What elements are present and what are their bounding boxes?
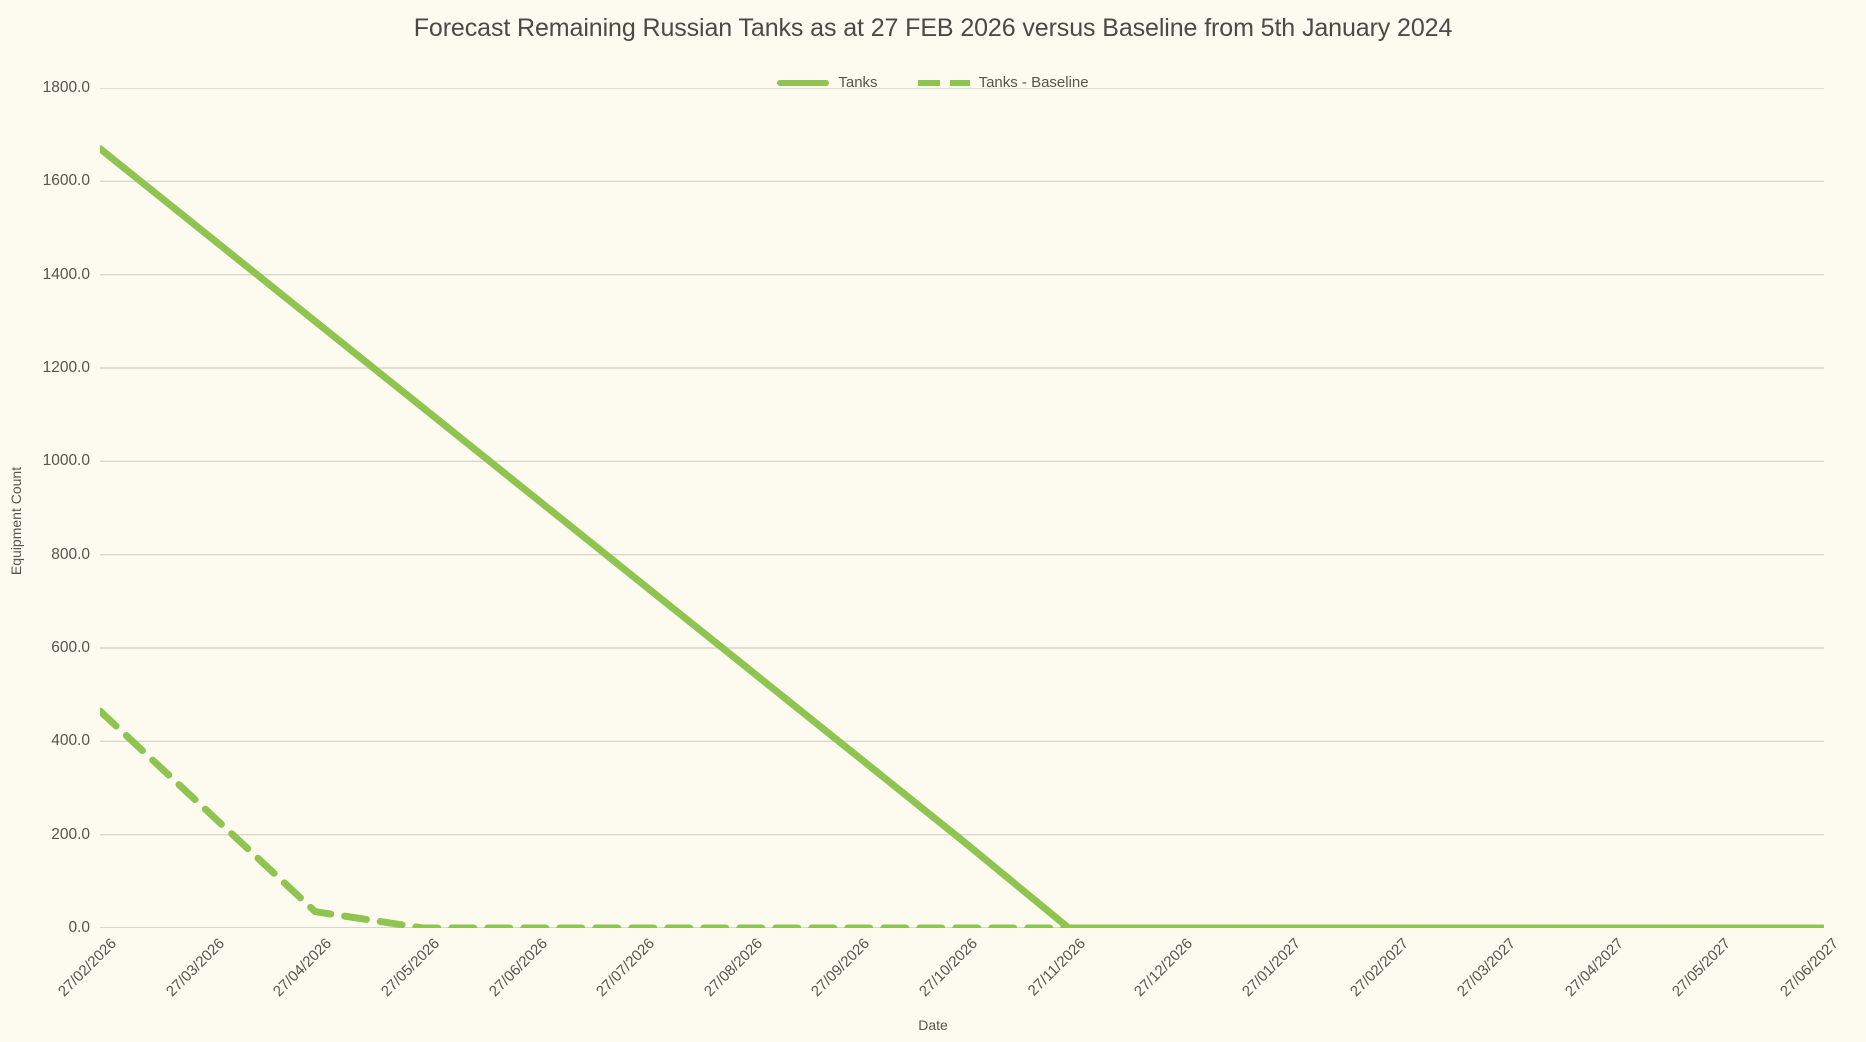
x-axis-tick-label: 27/05/2026 (377, 935, 443, 1001)
x-axis-tick-label: 27/10/2026 (915, 935, 982, 1001)
x-axis-tick-label: 27/02/2026 (54, 935, 121, 1001)
x-axis-tick-label: 27/07/2026 (593, 935, 659, 1001)
series-lines (100, 145, 1824, 928)
x-axis-tick-label: 27/03/2027 (1454, 935, 1520, 1001)
y-axis-tick-label: 1000.0 (42, 452, 90, 470)
y-axis-tick-label: 0.0 (68, 919, 90, 936)
chart-legend: Tanks Tanks - Baseline (0, 74, 1866, 91)
x-axis-tick-label: 27/05/2027 (1669, 935, 1735, 1001)
y-axis-tick-label: 1800.0 (42, 79, 90, 96)
x-axis-title: Date (918, 1017, 948, 1033)
plot-area (100, 88, 1824, 928)
y-axis-tick-label: 400.0 (51, 732, 90, 750)
y-axis-tick-label: 1200.0 (42, 359, 90, 376)
series-line-tanks-baseline (100, 707, 1824, 928)
x-axis-tick-label: 27/12/2026 (1131, 935, 1197, 1001)
x-axis-tick-label: 27/01/2027 (1238, 935, 1304, 1001)
x-axis-tick-label: 27/11/2026 (1024, 935, 1089, 1000)
x-axis-tick-label: 27/06/2027 (1776, 935, 1843, 1001)
x-axis-tick-label: 27/03/2026 (162, 935, 228, 1001)
y-axis-tick-labels: 0.0 200.0 400.0 600.0 800.0 1000.0 1200.0 1400.… (0, 79, 90, 936)
series-line-tanks (100, 145, 1824, 928)
legend-item-tanks-baseline[interactable]: Tanks - Baseline (917, 74, 1089, 91)
y-axis-tick-label: 1400.0 (42, 265, 90, 283)
x-axis-tick-label: 27/06/2026 (485, 935, 551, 1001)
legend-item-tanks[interactable]: Tanks (777, 74, 878, 91)
x-axis-tick-label: 27/04/2027 (1561, 935, 1627, 1001)
x-axis-tick-label: 27/04/2026 (270, 935, 336, 1001)
y-axis-tick-label: 600.0 (51, 639, 90, 656)
y-axis-tick-label: 1600.0 (42, 172, 90, 190)
plot-svg (100, 88, 1824, 928)
x-axis-tick-label: 27/02/2027 (1346, 935, 1412, 1001)
legend-label-tanks: Tanks (838, 74, 878, 91)
y-axis-tick-label: 800.0 (51, 545, 90, 563)
legend-swatch-solid-icon (777, 79, 830, 86)
x-axis-tick-label: 27/08/2026 (700, 935, 766, 1001)
y-axis-tick-label: 200.0 (51, 825, 90, 843)
legend-label-tanks-baseline: Tanks - Baseline (978, 74, 1089, 91)
gridlines (100, 88, 1824, 928)
x-axis-tick-label: 27/09/2026 (808, 935, 874, 1001)
legend-swatch-dashed-icon (917, 79, 970, 86)
chart-title: Forecast Remaining Russian Tanks as at 2… (413, 14, 1453, 42)
x-axis-tick-labels: 27/02/2026 27/03/2026 27/04/2026 27/05/2026… (55, 935, 1842, 1025)
